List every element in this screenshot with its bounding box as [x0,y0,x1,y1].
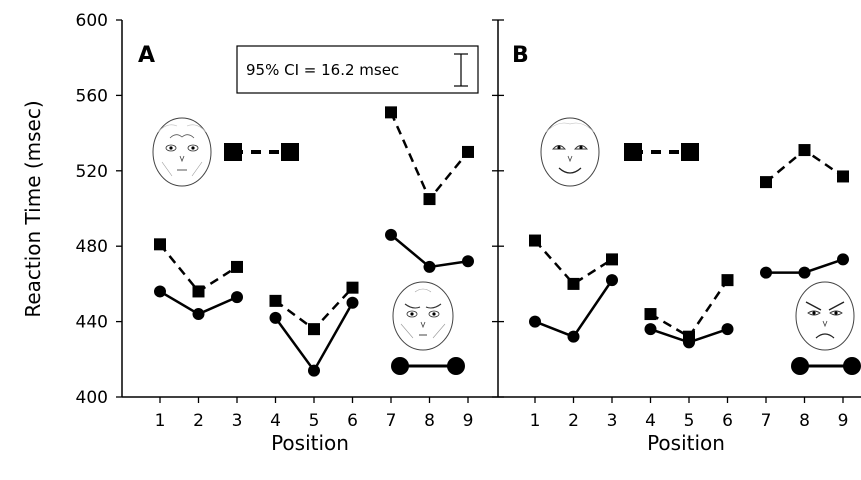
x-tick-label: 5 [309,411,320,431]
circle-marker [231,291,243,304]
legend-b-circle-right [843,357,861,375]
x-tick-label: 9 [463,411,474,431]
circle-marker [154,285,166,298]
happy-face-icon [540,117,600,187]
x-tick-label: 8 [799,411,810,431]
x-tick-label: 8 [424,411,435,431]
panel-b-x-axis-title: Position [647,431,725,455]
angry-face-icon-a [392,281,454,351]
dashed-series-line [649,279,729,339]
x-tick-label: 6 [347,411,358,431]
square-marker [231,260,243,273]
y-tick-label: 600 [76,11,108,31]
circle-marker [567,330,580,343]
x-tick-label: 1 [155,411,166,431]
x-tick-label: 4 [645,411,656,431]
x-tick-label: 6 [722,411,733,431]
square-marker [462,145,474,158]
circle-marker [269,311,282,324]
square-marker [385,106,397,119]
legend-samples [224,143,861,375]
square-marker [269,294,282,307]
circle-marker [760,266,772,279]
circle-marker [798,266,811,279]
panel-a-x-axis-title: Position [271,431,349,455]
square-marker [837,170,849,183]
circle-marker [423,260,436,273]
circle-marker [529,315,541,328]
square-marker [798,144,811,157]
legend-b-circle-left [791,357,809,375]
square-marker [567,277,580,290]
solid-series-line [274,302,354,373]
legend-b-square-right [681,143,699,161]
y-axis-title: Reaction Time (msec) [21,100,45,317]
legend-b-square-left [624,143,642,161]
x-tick-label: 7 [761,411,772,431]
ci-text: 95% CI = 16.2 msec [246,61,399,79]
legend-a-circle-right [447,357,465,375]
legend-a-circle-left [391,357,409,375]
dashed-series-line [159,243,238,294]
panel-frames [121,20,861,398]
square-marker [760,176,772,189]
x-tick-label: 2 [193,411,204,431]
angry-face-icon-b [795,281,855,351]
dashed-series-line [534,239,613,286]
ci-annotation: 95% CI = 16.2 msec [236,45,479,94]
legend-a-square-right [281,143,299,161]
square-marker [154,238,166,251]
x-tick-label: 3 [607,411,618,431]
x-tick-label: 3 [232,411,243,431]
circle-marker [644,323,657,336]
x-tick-label: 1 [530,411,541,431]
legend-a-square-left [224,143,242,161]
panel-a-label: A [138,43,155,68]
neutral-face-icon [152,117,212,187]
x-tick-label: 5 [684,411,695,431]
y-tick-label: 480 [76,237,108,257]
circle-marker [721,323,734,336]
x-tick-label: 4 [270,411,281,431]
panel-b-label: B [512,43,529,68]
y-tick-label: 560 [76,86,108,106]
circle-marker [462,255,474,268]
dashed-series-line [389,111,469,202]
circle-marker [606,274,618,287]
circle-marker [683,336,695,349]
circle-marker [385,228,397,241]
x-tick-label: 7 [386,411,397,431]
square-marker [423,193,436,206]
y-tick-label: 520 [76,162,108,182]
y-tick-label: 440 [76,313,108,333]
square-marker [346,281,359,294]
y-tick-label: 400 [76,388,108,408]
x-tick-label: 9 [838,411,849,431]
x-tick-label: 2 [568,411,579,431]
circle-marker [837,253,849,266]
circle-marker [192,308,205,321]
chart-content: 400 440 480 520 560 600 1 2 3 4 5 6 7 8 9 1 2 3 4 5 6 7 8 9 [76,11,849,431]
square-marker [721,274,734,287]
ci-box [236,45,479,94]
square-marker [529,234,541,247]
circle-marker [308,364,320,377]
square-marker [308,323,320,336]
circle-marker [346,296,359,309]
square-marker [606,253,618,266]
square-marker [644,308,657,321]
square-marker [192,285,205,298]
